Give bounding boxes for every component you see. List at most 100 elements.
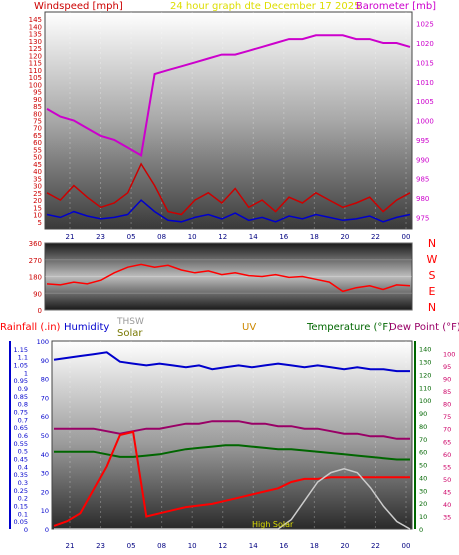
legend-humidity: Humidity (64, 322, 109, 333)
legend-rainfall: Rainfall (.in) (0, 322, 61, 333)
wind-x-tick-label: 23 (96, 233, 105, 241)
multi-x-tick-label: 22 (371, 542, 380, 550)
series-line-humidity (53, 351, 410, 373)
wind-y-tick-label: 55 (33, 146, 42, 154)
multi-x-tick-label: 08 (157, 542, 166, 550)
wind-y-tick-label: 40 (33, 168, 42, 176)
wind-x-tick-label: 21 (66, 233, 75, 241)
wind-baro-grid (69, 12, 407, 229)
baro-y-tick-label: 1025 (416, 21, 434, 29)
rain-y-tick-label: 1 (24, 369, 28, 377)
wind-y-tick-label: 10 (33, 212, 42, 220)
wind-dir-y-tick-label: 270 (29, 257, 42, 265)
wind-y-tick-label: 105 (29, 74, 42, 82)
rain-y-tick-label: 0.3 (18, 479, 28, 487)
multi-grid (69, 341, 407, 529)
dew-point-y-tick-label: 35 (443, 513, 451, 521)
baro-y-tick-label: 1020 (416, 40, 434, 48)
series-line-barometer (46, 34, 411, 157)
baro-y-tick-label: 975 (416, 214, 429, 222)
rain-y-tick-label: 0.6 (18, 432, 28, 440)
rain-y-tick-label: 0.9 (18, 385, 28, 393)
rain-y-tick-label: 1.15 (14, 346, 28, 354)
temperature-y-tick-label: 50 (419, 462, 427, 470)
wind-dir-compass-label: N (428, 301, 436, 314)
wind-y-tick-label: 120 (29, 52, 42, 60)
dew-point-y-tick-label: 95 (443, 363, 451, 371)
wind-y-tick-label: 100 (29, 81, 42, 89)
series-line-wind-direction (46, 263, 411, 293)
temperature-y-tick-label: 30 (419, 487, 427, 495)
wind-y-tick-label: 20 (33, 197, 42, 205)
wind-x-tick-label: 22 (371, 233, 380, 241)
wind-y-tick-label: 80 (33, 110, 42, 118)
wind-dir-y-tick-label: 90 (33, 290, 42, 298)
rain-y-tick-label: 0.2 (18, 495, 28, 503)
rain-y-axis: 00.050.10.150.20.250.30.350.40.450.50.55… (14, 346, 28, 534)
temperature-y-axis: 0 10 20 30 40 50 60 70 80 90 100 110 120 130 140 (419, 346, 431, 534)
rain-y-tick-label: 0.85 (14, 393, 28, 401)
temperature-y-tick-label: 60 (419, 449, 427, 457)
legend-dew-point: Dew Point (°F) (389, 322, 459, 333)
rain-y-tick-label: 0.5 (18, 448, 28, 456)
humidity-y-tick-label: 80 (41, 376, 49, 384)
wind-y-tick-label: 90 (33, 96, 42, 104)
wind-baro-series (46, 34, 411, 223)
humidity-y-axis: 0 10 20 30 40 50 60 70 80 90 100 (37, 338, 49, 534)
multi-x-axis: 21 23 05 08 10 12 14 16 18 20 22 00 (66, 542, 411, 550)
dew-point-y-tick-label: 85 (443, 388, 451, 396)
multi-x-tick-label: 20 (340, 542, 349, 550)
rain-y-tick-label: 0.75 (14, 409, 28, 417)
dew-point-y-tick-label: 40 (443, 501, 451, 509)
humidity-y-tick-label: 90 (41, 357, 49, 365)
rain-y-tick-label: 0.95 (14, 377, 28, 385)
baro-y-tick-label: 1005 (416, 98, 434, 106)
windspeed-label: Windspeed [mph] (34, 1, 123, 12)
multi-panel (51, 340, 413, 530)
multi-x-tick-label: 14 (249, 542, 258, 550)
humidity-y-tick-label: 20 (41, 488, 49, 496)
wind-dir-y-axis: 0 90 180 270 360 (29, 240, 42, 315)
wind-dir-y-tick-label: 360 (29, 240, 42, 248)
wind-y-tick-label: 145 (29, 16, 42, 24)
wind-y-tick-label: 130 (29, 38, 42, 46)
rain-y-tick-label: 0.1 (18, 510, 28, 518)
multi-x-tick-label: 12 (218, 542, 227, 550)
wind-x-tick-label: 00 (402, 233, 411, 241)
wind-y-tick-label: 30 (33, 183, 42, 191)
high-solar-label: High Solar (252, 520, 294, 529)
multi-x-tick-label: 18 (310, 542, 319, 550)
dew-point-y-tick-label: 100 (443, 351, 455, 359)
wind-x-axis: 21 23 05 08 10 12 14 16 18 20 22 00 (66, 233, 411, 241)
wind-x-tick-label: 12 (218, 233, 227, 241)
humidity-y-tick-label: 30 (41, 470, 49, 478)
graph-date-label: 24 hour graph dte December 17 2025 (170, 1, 360, 12)
legend-temperature: Temperature (°F) (306, 322, 392, 333)
wind-dir-series (46, 263, 411, 293)
humidity-y-tick-label: 0 (45, 526, 49, 534)
wind-x-tick-label: 08 (157, 233, 166, 241)
wind-y-tick-label: 85 (33, 103, 42, 111)
baro-y-tick-label: 985 (416, 176, 429, 184)
wind-y-tick-label: 75 (33, 118, 42, 126)
multi-x-tick-label: 00 (402, 542, 411, 550)
humidity-y-tick-label: 40 (41, 451, 49, 459)
series-line-temperature (54, 444, 410, 461)
legend-thsw: THSW (116, 317, 144, 327)
wind-x-tick-label: 18 (310, 233, 319, 241)
series-line-rainfall (53, 430, 410, 527)
series-line-windspeed-avg (46, 199, 411, 223)
dew-point-y-tick-label: 45 (443, 488, 451, 496)
temperature-y-tick-label: 70 (419, 436, 427, 444)
wind-dir-compass-label: W (427, 253, 438, 266)
wind-y-tick-label: 50 (33, 154, 42, 162)
wind-y-tick-label: 35 (33, 175, 42, 183)
series-line-solar (54, 468, 411, 530)
wind-x-tick-label: 10 (188, 233, 197, 241)
dew-point-y-tick-label: 70 (443, 426, 451, 434)
humidity-y-tick-label: 70 (41, 394, 49, 402)
dew-point-y-tick-label: 50 (443, 476, 451, 484)
rain-y-tick-label: 0.05 (14, 518, 28, 526)
baro-y-tick-label: 980 (416, 195, 429, 203)
